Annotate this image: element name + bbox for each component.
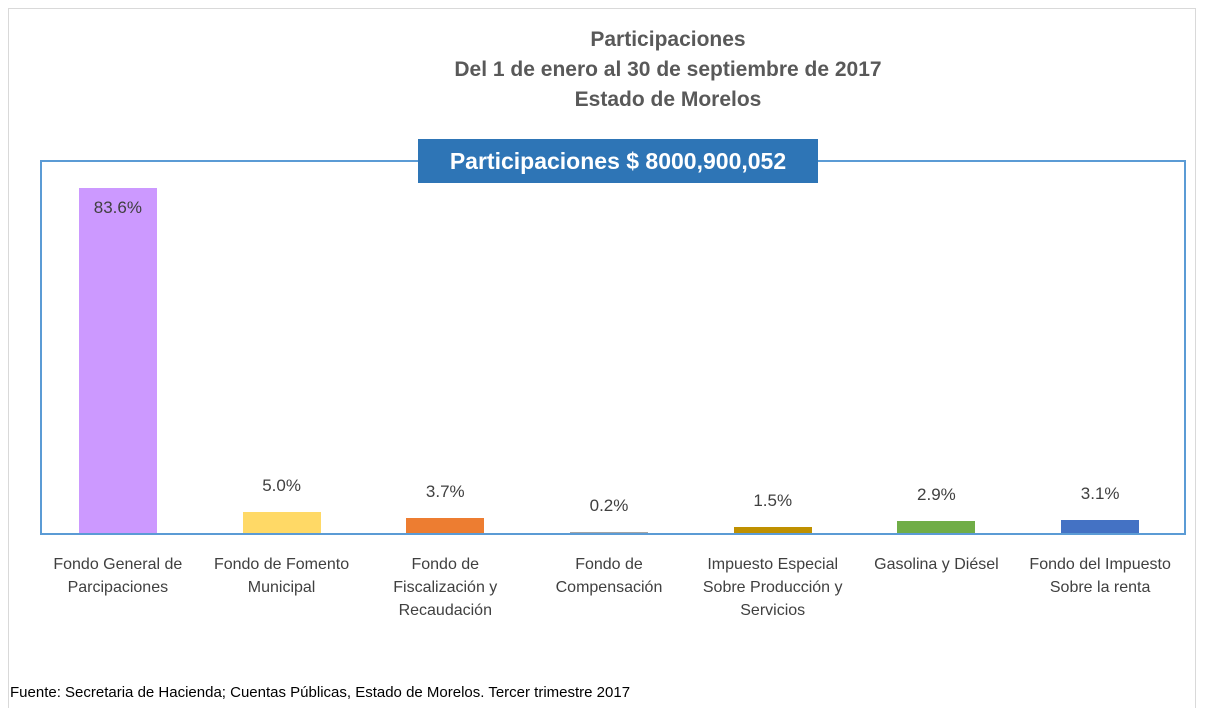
plot-box xyxy=(40,160,1186,534)
data-label: 0.2% xyxy=(589,496,629,516)
x-tick-label: Fondo General de Parcipaciones xyxy=(53,556,183,596)
bar xyxy=(570,532,648,533)
source: Fuente: Secretaria de Hacienda; Cuentas … xyxy=(10,684,631,701)
data-label: 5.0% xyxy=(262,476,301,496)
x-tick-label: Fondo de Fiscalización y Recaudación xyxy=(393,556,498,619)
bar xyxy=(78,188,157,533)
data-label: 2.9% xyxy=(917,485,956,505)
x-tick-label: Impuesto Especial Sobre Producción y Ser… xyxy=(702,556,843,619)
bar xyxy=(1061,520,1140,533)
x-tick-label: Fondo de Compensación xyxy=(555,556,663,596)
x-tick-label: Fondo de Fomento Municipal xyxy=(213,556,350,596)
data-label: 83.6% xyxy=(93,198,142,217)
baseline xyxy=(40,533,1186,535)
chart-subtitle: Del 1 de enero al 30 de septiembre de 20… xyxy=(454,58,882,81)
bar xyxy=(406,517,485,533)
bar xyxy=(242,512,321,533)
frame xyxy=(8,8,1196,708)
annotation: Participaciones $ 8000,900,052 xyxy=(418,139,818,183)
bar xyxy=(897,521,976,533)
x-tick-label: Fondo del Impuesto Sobre la renta xyxy=(1029,556,1171,596)
data-label: 3.7% xyxy=(425,481,465,501)
chart-subtitle: Estado de Morelos xyxy=(574,88,762,111)
data-label: 3.1% xyxy=(1080,484,1120,504)
chart-title: Participaciones xyxy=(590,28,746,51)
bar xyxy=(733,526,812,533)
data-label: 1.5% xyxy=(753,490,793,510)
x-tick-label: Gasolina y Diésel xyxy=(874,556,999,573)
